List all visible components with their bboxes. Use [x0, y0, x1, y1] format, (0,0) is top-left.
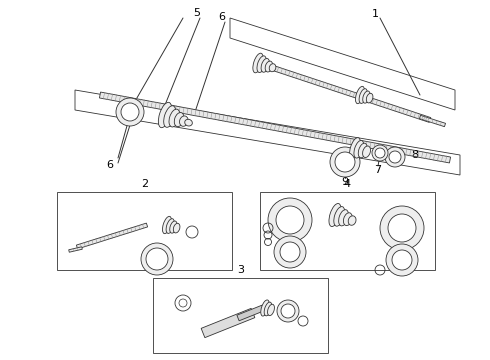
Ellipse shape — [277, 300, 299, 322]
Ellipse shape — [264, 302, 272, 316]
Ellipse shape — [354, 140, 364, 158]
Text: 5: 5 — [194, 8, 200, 18]
Ellipse shape — [268, 198, 312, 242]
Ellipse shape — [253, 53, 263, 73]
Ellipse shape — [355, 86, 365, 104]
Ellipse shape — [169, 109, 180, 127]
Ellipse shape — [269, 64, 276, 72]
Ellipse shape — [265, 61, 272, 72]
Ellipse shape — [358, 143, 367, 158]
Ellipse shape — [274, 236, 306, 268]
Polygon shape — [201, 309, 255, 338]
Text: 3: 3 — [237, 265, 244, 275]
Ellipse shape — [349, 138, 361, 158]
Text: 4: 4 — [344, 179, 351, 189]
Ellipse shape — [363, 91, 370, 103]
Ellipse shape — [380, 206, 424, 250]
Ellipse shape — [348, 216, 356, 225]
Ellipse shape — [116, 98, 144, 126]
Ellipse shape — [185, 119, 193, 126]
Ellipse shape — [166, 219, 174, 233]
Polygon shape — [69, 247, 82, 252]
Ellipse shape — [335, 152, 355, 172]
Ellipse shape — [339, 210, 348, 226]
Ellipse shape — [334, 207, 345, 226]
Ellipse shape — [367, 93, 373, 103]
Ellipse shape — [261, 58, 270, 72]
Ellipse shape — [170, 221, 177, 233]
Ellipse shape — [141, 243, 173, 275]
Ellipse shape — [146, 248, 168, 270]
Text: 8: 8 — [412, 150, 418, 160]
Ellipse shape — [280, 242, 300, 262]
Ellipse shape — [359, 89, 368, 103]
Ellipse shape — [375, 148, 385, 158]
Text: 7: 7 — [374, 165, 382, 175]
Ellipse shape — [257, 56, 266, 72]
Ellipse shape — [281, 304, 295, 318]
Ellipse shape — [268, 304, 274, 316]
Text: 2: 2 — [141, 179, 148, 189]
Polygon shape — [76, 223, 147, 249]
Text: 9: 9 — [342, 177, 348, 187]
Ellipse shape — [363, 146, 370, 158]
Ellipse shape — [163, 216, 172, 234]
Ellipse shape — [386, 244, 418, 276]
Ellipse shape — [261, 300, 269, 316]
Text: 6: 6 — [219, 12, 225, 22]
Ellipse shape — [372, 145, 388, 161]
Ellipse shape — [179, 116, 188, 126]
Ellipse shape — [174, 113, 184, 127]
Polygon shape — [254, 60, 431, 122]
Ellipse shape — [385, 147, 405, 167]
Ellipse shape — [343, 213, 352, 226]
Ellipse shape — [158, 102, 172, 128]
Polygon shape — [419, 115, 445, 127]
Bar — [153, 278, 328, 353]
Polygon shape — [237, 305, 264, 321]
Ellipse shape — [330, 147, 360, 177]
Polygon shape — [99, 92, 450, 163]
Ellipse shape — [121, 103, 139, 121]
Bar — [57, 192, 232, 270]
Ellipse shape — [388, 214, 416, 242]
Bar — [260, 192, 435, 270]
Ellipse shape — [392, 250, 412, 270]
Ellipse shape — [164, 106, 176, 127]
Ellipse shape — [389, 151, 401, 163]
Ellipse shape — [329, 203, 341, 226]
Ellipse shape — [276, 206, 304, 234]
Ellipse shape — [173, 223, 180, 233]
Text: 1: 1 — [371, 9, 378, 19]
Text: 6: 6 — [106, 160, 114, 170]
